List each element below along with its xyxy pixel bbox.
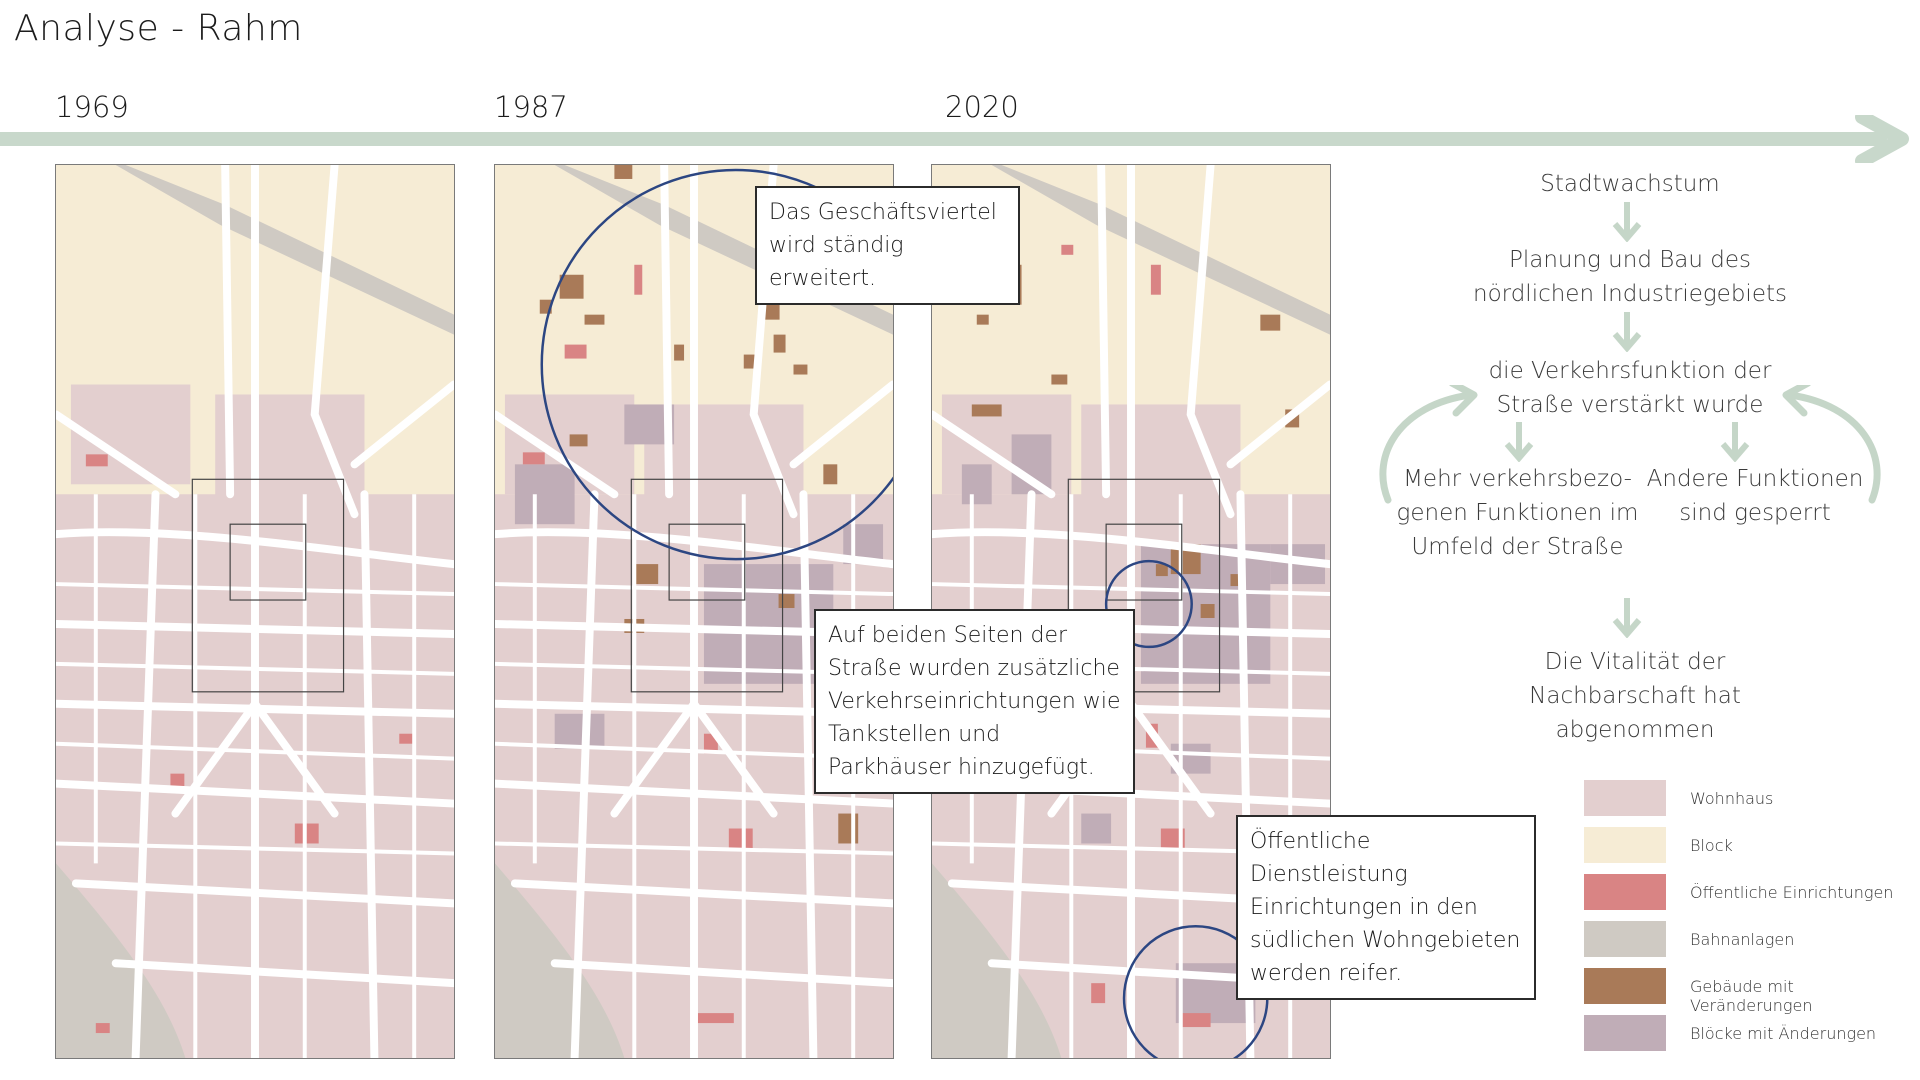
- year-label-1987: 1987: [494, 90, 568, 124]
- legend-label-changed-buildings: Gebäude mit Veränderungen: [1690, 977, 1813, 1015]
- flow-curve-arrow-left: [1379, 385, 1478, 504]
- legend-label-changed-blocks: Blöcke mit Änderungen: [1690, 1024, 1877, 1043]
- callout-public-services: Öffentliche Dienstleistung Einrichtungen…: [1236, 815, 1536, 1000]
- legend-swatch-public: [1584, 874, 1666, 910]
- legend-swatch-block: [1584, 827, 1666, 863]
- flow-step-industrial: Planung und Bau des nördlichen Industrie…: [1473, 247, 1787, 307]
- timeline-arrow: [0, 115, 1909, 163]
- page-title: Analyse - Rahm: [14, 8, 303, 49]
- flow-arrow-down-right: [1720, 422, 1750, 462]
- flow-step-traffic: die Verkehrsfunktion der Straße verstärk…: [1488, 358, 1772, 418]
- legend-swatch-wohnhaus: [1584, 780, 1666, 816]
- legend-label-block: Block: [1690, 836, 1733, 855]
- callout-traffic-facilities: Auf beiden Seiten der Straße wurden zusä…: [814, 609, 1135, 794]
- year-label-1969: 1969: [55, 90, 129, 124]
- callout-business-district: Das Geschäftsviertel wird ständig erweit…: [755, 186, 1020, 305]
- flow-arrow-down-2: [1612, 312, 1642, 352]
- map-1969: [55, 164, 455, 1059]
- legend-swatch-changed-blocks: [1584, 1015, 1666, 1051]
- legend-swatch-rail: [1584, 921, 1666, 957]
- flow-arrow-down-left: [1504, 422, 1534, 462]
- highlight-circle: [540, 168, 893, 561]
- flow-arrow-down-1: [1612, 202, 1642, 242]
- flow-curve-arrow-right: [1782, 385, 1881, 504]
- flow-step-growth: Stadtwachstum: [1540, 171, 1720, 197]
- flow-step-other-functions-blocked: Andere Funktionen sind gesperrt: [1646, 466, 1864, 526]
- legend-swatch-changed-buildings: [1584, 968, 1666, 1004]
- year-label-2020: 2020: [945, 90, 1019, 124]
- flow-step-more-traffic-functions: Mehr verkehrsbezo-genen Funktionen im Um…: [1396, 466, 1639, 560]
- legend-label-wohnhaus: Wohnhaus: [1690, 789, 1774, 808]
- legend-label-rail: Bahnanlagen: [1690, 930, 1795, 949]
- legend-label-public: Öffentliche Einrichtungen: [1690, 883, 1894, 902]
- flow-step-vitality: Die Vitalität der Nachbarschaft hat abge…: [1529, 649, 1741, 743]
- flow-arrow-down-3: [1612, 598, 1642, 638]
- highlight-circle-center: [1104, 559, 1193, 649]
